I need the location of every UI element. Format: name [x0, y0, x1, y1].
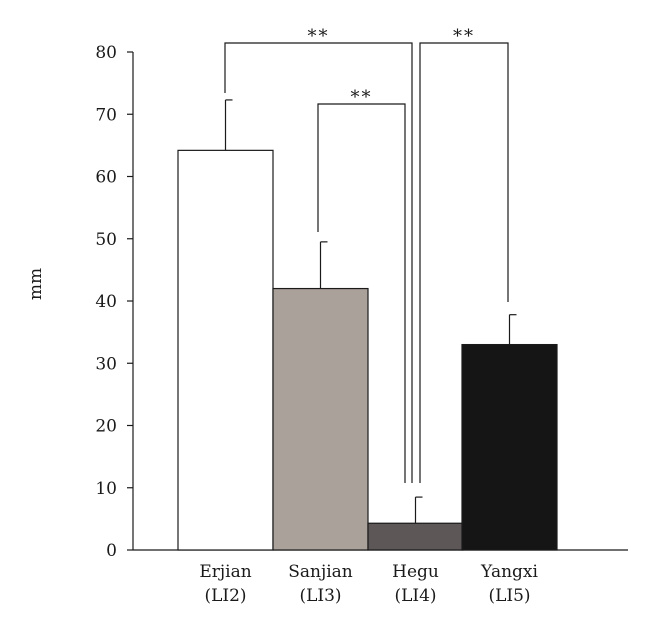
significance-bracket: [224, 42, 413, 483]
y-tick-label: 70: [95, 105, 117, 125]
bar: [461, 343, 558, 551]
x-tick-label: (LI2): [204, 586, 246, 606]
significance-bracket: [317, 103, 406, 483]
y-tick-label: 0: [106, 541, 117, 561]
y-tick-label: 50: [95, 230, 117, 250]
bar: [272, 287, 369, 551]
y-tick-label: 10: [95, 479, 117, 499]
y-tick-label: 40: [95, 292, 117, 312]
x-tick-label: (LI3): [299, 586, 341, 606]
y-tick-label: 30: [95, 354, 117, 374]
significance-label: **: [308, 26, 330, 47]
x-tick-label: (LI4): [394, 586, 436, 606]
x-tick-label: Yangxi: [480, 562, 538, 582]
x-tick-label: Erjian: [199, 562, 251, 582]
axes: 0 10 20 30 40 50 60 70 80: [95, 43, 628, 561]
significance-bracket: [419, 42, 509, 483]
y-axis-label: mm: [26, 268, 46, 300]
bar: [177, 149, 274, 551]
significance-label: **: [453, 26, 475, 47]
y-tick-label: 60: [95, 168, 117, 188]
x-tick-label: Hegu: [392, 562, 439, 582]
bar: [367, 522, 464, 551]
significance-label: **: [351, 87, 373, 108]
x-tick-label: Sanjian: [288, 562, 353, 582]
significance-brackets: ** ** **: [224, 26, 509, 483]
y-tick-label: 20: [95, 417, 117, 437]
x-tick-label: (LI5): [488, 586, 530, 606]
bars: Erjian (LI2) Sanjian (LI3) Hegu (LI4) Yangxi (L…: [177, 99, 558, 606]
y-tick-label: 80: [95, 43, 117, 63]
